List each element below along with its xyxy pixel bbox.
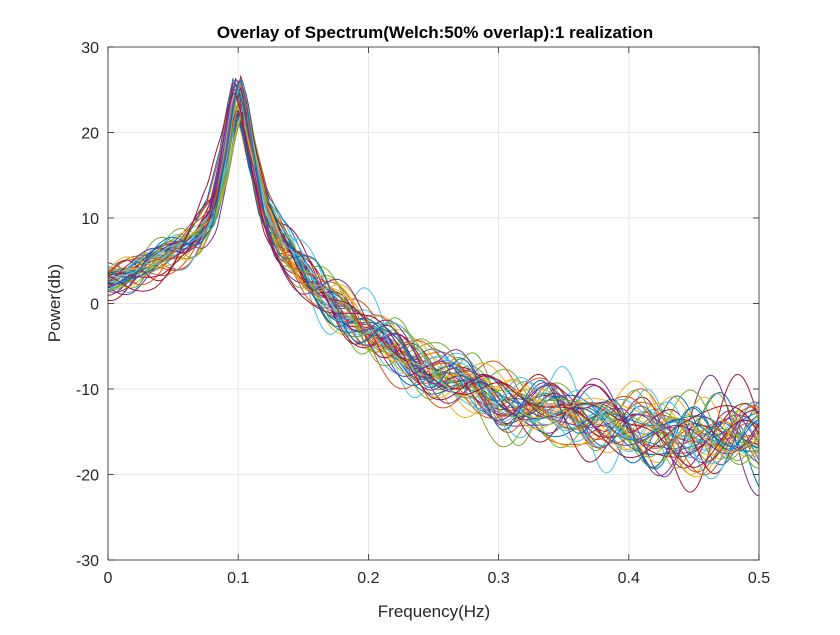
x-tick-label: 0.3 <box>487 570 509 587</box>
y-tick-label: 0 <box>90 297 99 314</box>
spectrum-realization-line <box>107 80 760 466</box>
spectrum-realization-line <box>108 116 760 455</box>
y-tick-label: 30 <box>81 40 99 57</box>
y-tick-label: 10 <box>81 211 99 228</box>
x-tick-label: 0.5 <box>748 570 770 587</box>
series-lines-layer <box>107 74 760 497</box>
x-axis-label: Frequency(Hz) <box>378 602 490 621</box>
y-tick-label: -10 <box>76 382 99 399</box>
x-tick-label: 0.4 <box>618 570 640 587</box>
x-tick-label: 0 <box>104 570 113 587</box>
spectrum-realization-line <box>107 87 760 447</box>
x-tick-label: 0.2 <box>357 570 379 587</box>
x-tick-label: 0.1 <box>227 570 249 587</box>
y-tick-label: -30 <box>76 553 99 570</box>
chart-title: Overlay of Spectrum(Welch:50% overlap):1… <box>217 23 653 42</box>
spectrum-realization-line <box>107 93 760 459</box>
spectrum-realization-line <box>107 86 760 475</box>
tick-labels-layer: 0 0.1 0.2 0.3 0.4 0.5 -30 -20 -10 0 10 20 30 <box>76 40 770 587</box>
spectrum-realization-line <box>107 79 760 455</box>
spectrum-realization-line <box>107 110 760 469</box>
ticks-layer <box>107 46 760 561</box>
y-axis-label: Power(db) <box>45 264 64 342</box>
y-tick-label: 20 <box>81 126 99 143</box>
spectrum-realization-line <box>107 116 760 464</box>
spectrum-realization-line <box>107 77 760 477</box>
spectrum-realization-line <box>107 79 760 469</box>
y-tick-label: -20 <box>76 468 99 485</box>
spectrum-realization-line <box>107 74 760 468</box>
